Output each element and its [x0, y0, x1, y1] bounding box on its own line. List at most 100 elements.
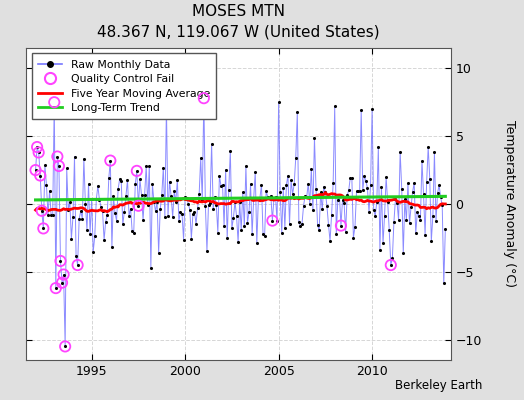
- Point: [419, 191, 428, 197]
- Point: [229, 215, 237, 221]
- Point: [369, 206, 378, 213]
- Point: [31, 167, 40, 173]
- Point: [136, 176, 144, 183]
- Point: [108, 244, 116, 250]
- Point: [118, 221, 127, 228]
- Point: [276, 189, 285, 196]
- Point: [112, 217, 121, 224]
- Point: [387, 262, 395, 268]
- Point: [129, 230, 138, 236]
- Point: [231, 198, 239, 205]
- Point: [158, 192, 166, 198]
- Point: [396, 148, 405, 155]
- Point: [232, 213, 241, 220]
- Point: [125, 212, 133, 219]
- Point: [291, 154, 300, 161]
- Point: [339, 197, 347, 204]
- Point: [242, 163, 250, 169]
- Point: [220, 223, 228, 230]
- Point: [214, 229, 222, 236]
- Point: [105, 175, 113, 181]
- Point: [288, 191, 297, 197]
- Point: [436, 194, 445, 200]
- Point: [257, 182, 266, 188]
- Point: [245, 209, 253, 215]
- Point: [246, 181, 255, 187]
- Point: [307, 165, 315, 172]
- Point: [435, 182, 443, 188]
- Point: [228, 225, 236, 231]
- Point: [240, 223, 248, 230]
- Point: [67, 236, 75, 242]
- Point: [337, 222, 345, 229]
- Point: [111, 210, 119, 217]
- Point: [413, 209, 421, 215]
- Point: [44, 212, 52, 219]
- Point: [134, 202, 143, 209]
- Point: [235, 199, 244, 206]
- Point: [264, 194, 272, 200]
- Legend: Raw Monthly Data, Quality Control Fail, Five Year Moving Average, Long-Term Tren: Raw Monthly Data, Quality Control Fail, …: [31, 54, 216, 120]
- Point: [268, 218, 277, 224]
- Point: [421, 232, 429, 238]
- Point: [358, 187, 367, 193]
- Point: [171, 198, 180, 205]
- Point: [54, 163, 63, 169]
- Point: [153, 198, 161, 205]
- Point: [41, 162, 49, 169]
- Point: [73, 262, 82, 268]
- Point: [351, 224, 359, 230]
- Point: [115, 176, 124, 182]
- Point: [225, 186, 233, 193]
- Point: [380, 212, 389, 219]
- Point: [145, 162, 154, 169]
- Point: [95, 197, 104, 203]
- Point: [376, 246, 384, 253]
- Point: [321, 189, 330, 196]
- Point: [131, 181, 139, 187]
- Point: [187, 235, 195, 242]
- Point: [184, 201, 192, 207]
- Point: [106, 157, 115, 164]
- Point: [305, 200, 314, 207]
- Point: [38, 208, 46, 214]
- Point: [97, 204, 105, 210]
- Point: [189, 211, 197, 218]
- Point: [151, 208, 160, 214]
- Point: [440, 280, 448, 286]
- Point: [294, 219, 303, 226]
- Point: [200, 95, 208, 101]
- Point: [301, 192, 309, 199]
- Point: [398, 185, 406, 192]
- Point: [234, 239, 242, 245]
- Point: [237, 227, 245, 233]
- Point: [133, 168, 141, 174]
- Point: [167, 193, 176, 199]
- Point: [360, 173, 368, 180]
- Point: [81, 201, 90, 208]
- Point: [190, 209, 199, 216]
- Point: [326, 238, 334, 244]
- Point: [390, 219, 398, 225]
- Point: [72, 252, 80, 259]
- Point: [215, 173, 224, 179]
- Point: [373, 199, 381, 205]
- Point: [86, 231, 94, 237]
- Point: [120, 208, 128, 215]
- Point: [89, 249, 97, 255]
- Point: [51, 285, 60, 291]
- Point: [298, 221, 306, 227]
- Point: [256, 194, 264, 201]
- Point: [69, 214, 77, 220]
- Point: [36, 172, 45, 179]
- Point: [126, 205, 135, 212]
- Point: [139, 216, 147, 223]
- Point: [425, 176, 434, 182]
- Point: [422, 178, 431, 185]
- Point: [170, 188, 178, 195]
- Point: [117, 178, 125, 184]
- Point: [402, 217, 411, 223]
- Point: [56, 258, 64, 264]
- Point: [287, 177, 296, 184]
- Point: [318, 206, 326, 213]
